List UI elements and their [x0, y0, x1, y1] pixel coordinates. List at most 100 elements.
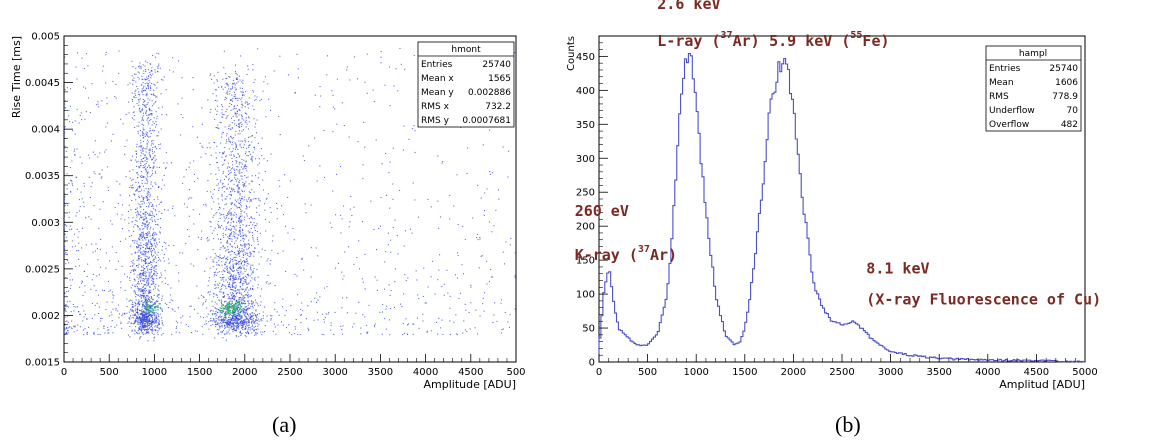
scatter-point [208, 321, 210, 323]
scatter-point [249, 231, 251, 233]
scatter-point [151, 105, 153, 107]
scatter-point [235, 229, 237, 231]
scatter-point [218, 86, 220, 88]
scatter-point [132, 314, 134, 316]
scatter-point [222, 296, 224, 298]
scatter-point [151, 317, 153, 319]
scatter-point [238, 109, 240, 111]
scatter-point [219, 311, 221, 313]
scatter-point [232, 325, 234, 327]
scatter-point [156, 254, 158, 256]
scatter-point [105, 267, 107, 269]
scatter-point [222, 292, 224, 294]
scatter-point [132, 66, 134, 68]
scatter-point [215, 152, 217, 154]
scatter-point [392, 183, 394, 185]
scatter-point [248, 144, 250, 146]
scatter-point [402, 334, 404, 336]
scatter-point [151, 320, 153, 322]
x-tick-label: 2000 [232, 367, 257, 378]
scatter-point [232, 220, 234, 222]
scatter-point [297, 68, 299, 70]
scatter-point [139, 288, 141, 290]
scatter-point [202, 304, 204, 306]
scatter-point [235, 124, 237, 126]
scatter-point [139, 111, 141, 113]
scatter-point [234, 212, 236, 214]
scatter-point [142, 150, 144, 152]
scatter-point [148, 257, 150, 259]
scatter-point [227, 324, 229, 326]
scatter-point [143, 314, 145, 316]
scatter-point [225, 316, 227, 318]
scatter-point [509, 314, 511, 316]
scatter-point [82, 329, 84, 331]
scatter-point [425, 302, 427, 304]
scatter-point [139, 272, 141, 274]
scatter-point [135, 318, 137, 320]
scatter-point [242, 129, 244, 131]
scatter-point [145, 239, 147, 241]
scatter-point [134, 280, 136, 282]
scatter-point [137, 305, 139, 307]
scatter-point [231, 289, 233, 291]
scatter-point [134, 333, 136, 335]
scatter-point [147, 139, 149, 141]
scatter-point [355, 312, 357, 314]
scatter-point [136, 242, 138, 244]
scatter-point [68, 262, 70, 264]
scatter-point [221, 194, 223, 196]
scatter-point [155, 320, 157, 322]
scatter-point [248, 198, 250, 200]
scatter-point [237, 81, 239, 83]
scatter-point [135, 153, 137, 155]
scatter-point [155, 325, 157, 327]
scatter-point [135, 326, 137, 328]
scatter-point [181, 97, 183, 99]
scatter-point [323, 130, 325, 132]
scatter-point [150, 264, 152, 266]
scatter-point [265, 230, 267, 232]
x-tick-label: 4000 [413, 367, 438, 378]
scatter-point [157, 260, 159, 262]
scatter-point [146, 307, 148, 309]
scatter-point [73, 233, 75, 235]
scatter-point [139, 62, 141, 64]
scatter-point [148, 151, 150, 153]
scatter-point [146, 318, 148, 320]
scatter-point [207, 313, 209, 315]
scatter-point [294, 328, 296, 330]
scatter-point [413, 55, 415, 57]
scatter-point [146, 298, 148, 300]
scatter-point [254, 314, 256, 316]
scatter-point [141, 253, 143, 255]
scatter-point [227, 319, 229, 321]
scatter-point [224, 271, 226, 273]
scatter-point [241, 320, 243, 322]
scatter-point [241, 262, 243, 264]
scatter-point [139, 247, 141, 249]
scatter-point [256, 96, 258, 98]
scatter-point [85, 244, 87, 246]
scatter-point [149, 277, 151, 279]
scatter-point [233, 304, 236, 306]
scatter-point [245, 318, 247, 320]
scatter-point [221, 195, 223, 197]
scatter-point [121, 315, 123, 317]
scatter-point [142, 326, 144, 328]
scatter-point [143, 326, 145, 328]
scatter-point [146, 246, 148, 248]
scatter-point [140, 279, 142, 281]
scatter-point [137, 330, 139, 332]
scatter-point [144, 320, 146, 322]
scatter-point [216, 311, 218, 313]
scatter-point [143, 274, 145, 276]
scatter-point [349, 208, 351, 210]
scatter-point [359, 268, 361, 270]
scatter-point [252, 198, 254, 200]
scatter-point [220, 122, 222, 124]
scatter-point [133, 317, 135, 319]
scatter-point [133, 77, 135, 79]
scatter-point [241, 303, 243, 305]
scatter-point [118, 50, 120, 52]
